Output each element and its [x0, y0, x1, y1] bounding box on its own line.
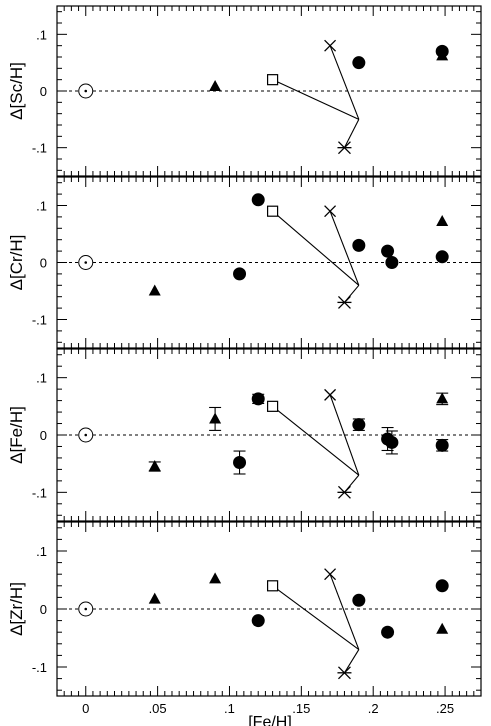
circle-marker [251, 392, 265, 406]
x-tick-label: .05 [149, 701, 167, 716]
reference-marker [78, 427, 94, 443]
asterisk-marker [337, 141, 352, 155]
x-tick-label: .2 [368, 701, 379, 716]
y-tick-label: -.1 [32, 313, 47, 328]
y-axis-label: Δ[Cr/H] [7, 235, 26, 291]
connector-line [343, 119, 360, 148]
square-marker [266, 580, 279, 592]
circle-marker [435, 250, 449, 264]
triangle-marker [209, 79, 222, 91]
circle-marker [251, 193, 265, 207]
connector-line [329, 211, 360, 286]
triangle-marker [148, 284, 161, 296]
circle-marker [233, 456, 247, 470]
connector-line [343, 649, 360, 674]
connector-line [272, 405, 360, 476]
x-tick-label: .25 [436, 701, 454, 716]
triangle-marker [148, 460, 161, 472]
y-tick-label: .1 [36, 371, 47, 386]
x-tick-label: .1 [224, 701, 235, 716]
triangle-marker [209, 412, 222, 424]
circle-marker [435, 579, 449, 593]
connector-line [272, 79, 360, 120]
x-tick-label: 0 [82, 701, 89, 716]
y-tick-label: .1 [36, 544, 47, 559]
y-tick-label: .1 [36, 199, 47, 214]
panel-4: .1 0 -.1 0 .05 .1 .15 .2 .25 Δ[Zr/H] [7, 521, 482, 716]
circle-marker [435, 438, 449, 452]
connector-line [272, 585, 360, 651]
triangle-marker [436, 392, 449, 404]
panel-2: .1 0 -.1 Δ[Cr/H] [7, 176, 482, 349]
cross-marker [324, 39, 337, 52]
triangle-marker [436, 622, 449, 634]
connector-line [329, 574, 360, 650]
y-tick-label: 0 [40, 602, 47, 617]
triangle-marker [436, 214, 449, 226]
circle-marker [381, 244, 395, 258]
y-tick-label: 0 [40, 428, 47, 443]
y-tick-label: -.1 [32, 485, 47, 500]
square-marker [266, 205, 279, 217]
triangle-marker [209, 572, 222, 584]
y-tick-label: -.1 [32, 141, 47, 156]
cross-marker [324, 205, 337, 218]
circle-marker [233, 267, 247, 281]
reference-marker [78, 255, 94, 270]
circle-marker [352, 238, 366, 252]
connector-line [329, 394, 360, 476]
y-tick-label: 0 [40, 84, 47, 99]
y-tick-label: .1 [36, 27, 47, 42]
circle-marker [352, 418, 366, 432]
circle-marker [352, 56, 366, 70]
circle-marker [251, 614, 265, 628]
y-axis-label: Δ[Sc/H] [7, 62, 26, 120]
asterisk-marker [337, 295, 352, 309]
cross-marker [324, 568, 337, 581]
circle-marker [385, 435, 399, 449]
x-axis-label: [Fe/H] [248, 714, 292, 726]
circle-marker [385, 256, 399, 269]
y-axis-label: Δ[Zr/H] [7, 582, 26, 636]
square-marker [266, 74, 279, 86]
reference-marker [78, 83, 94, 99]
y-axis-label: Δ[Fe/H] [7, 406, 26, 464]
asterisk-marker [337, 666, 352, 680]
triangle-marker [148, 592, 161, 604]
circle-marker [352, 593, 366, 607]
connector-line [329, 45, 360, 120]
cross-marker [324, 388, 337, 401]
panel-3: .1 0 -.1 Δ[Fe/H] [7, 348, 482, 522]
circle-marker [381, 625, 395, 639]
square-marker [266, 400, 279, 412]
y-tick-label: 0 [40, 256, 47, 271]
asterisk-marker [337, 485, 352, 499]
connector-line [272, 210, 360, 286]
y-tick-label: -.1 [32, 660, 47, 675]
reference-marker [78, 601, 94, 617]
x-tick-label: .15 [292, 701, 310, 716]
triangle-marker [436, 49, 449, 61]
panel-1: .1 0 -.1 Δ[Sc/H] [7, 5, 482, 177]
